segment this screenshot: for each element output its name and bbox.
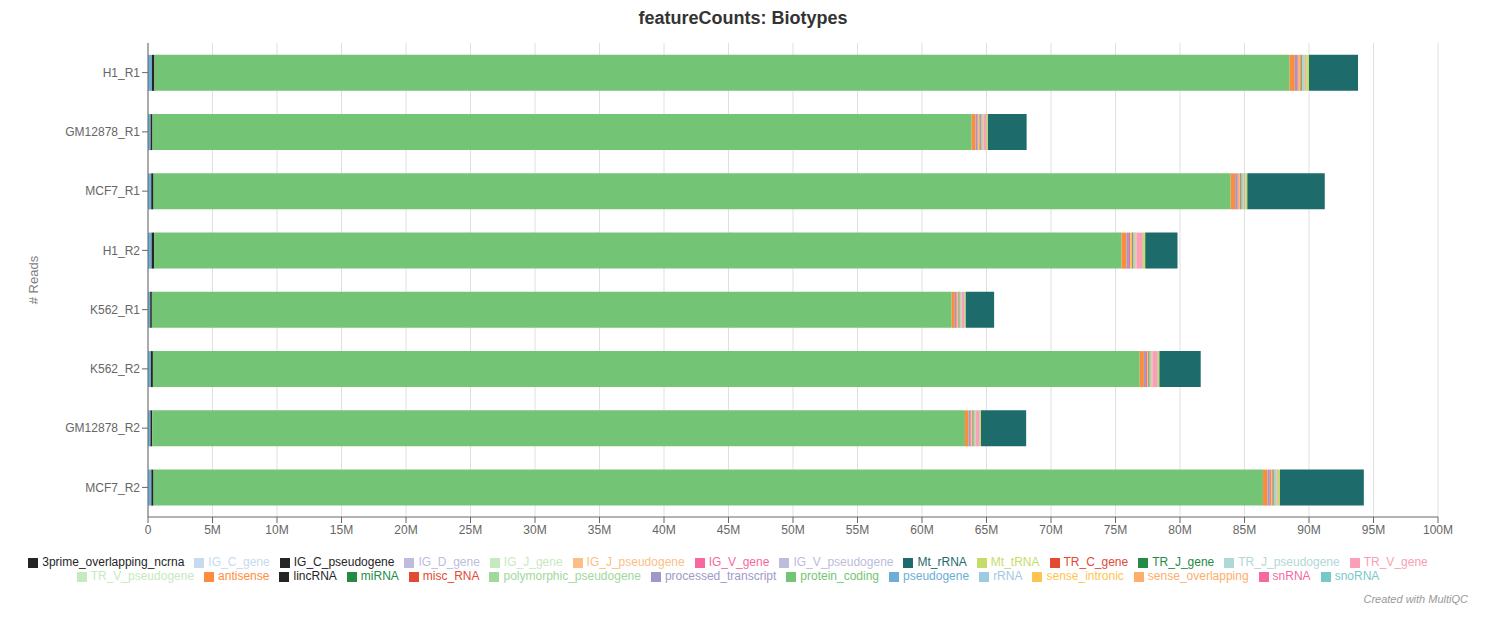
svg-text:25M: 25M	[459, 523, 482, 537]
svg-text:0: 0	[145, 523, 152, 537]
html-text:snRNA: snRNA	[1272, 569, 1311, 583]
html-text:TR_V_pseudogene: TR_V_pseudogene	[90, 569, 195, 583]
html-text:misc_RNA: misc_RNA	[422, 569, 480, 583]
html-text:sense_intronic: sense_intronic	[1046, 569, 1124, 583]
html-text:3prime_overlapping_ncrna: 3prime_overlapping_ncrna	[42, 555, 185, 569]
svg-text:50M: 50M	[781, 523, 804, 537]
html-text:IG_V_gene: IG_V_gene	[708, 555, 770, 569]
svg-text:65M: 65M	[975, 523, 998, 537]
svg-text:MCF7_R2: MCF7_R2	[85, 481, 140, 495]
svg-text:85M: 85M	[1233, 523, 1256, 537]
svg-text:75M: 75M	[1104, 523, 1127, 537]
svg-text:H1_R2: H1_R2	[103, 244, 141, 258]
svg-text:MCF7_R1: MCF7_R1	[85, 184, 140, 198]
html-text:pseudogene: pseudogene	[903, 569, 970, 583]
html-text:miRNA: miRNA	[360, 569, 399, 583]
svg-text:K562_R2: K562_R2	[90, 362, 140, 376]
svg-text:20M: 20M	[394, 523, 417, 537]
svg-text:80M: 80M	[1168, 523, 1191, 537]
html-text:protein_coding: protein_coding	[800, 569, 879, 583]
html-text:snoRNA: snoRNA	[1334, 569, 1380, 583]
svg-text:35M: 35M	[588, 523, 611, 537]
html-text:TR_J_gene: TR_J_gene	[1152, 555, 1215, 569]
html-text:Mt_rRNA: Mt_rRNA	[917, 555, 967, 569]
svg-text:100M: 100M	[1423, 523, 1453, 537]
html-text:processed_transcript: processed_transcript	[664, 569, 777, 583]
svg-text:30M: 30M	[523, 523, 546, 537]
svg-text:40M: 40M	[652, 523, 675, 537]
svg-text:95M: 95M	[1362, 523, 1385, 537]
html-text:IG_C_pseudogene: IG_C_pseudogene	[293, 555, 395, 569]
svg-text:70M: 70M	[1039, 523, 1062, 537]
html-text:TR_J_pseudogene: TR_J_pseudogene	[1238, 555, 1340, 569]
html-text:Mt_tRNA: Mt_tRNA	[990, 555, 1040, 569]
html-text:TR_C_gene: TR_C_gene	[1063, 555, 1129, 569]
html-text:lincRNA: lincRNA	[293, 569, 337, 583]
html-text:rRNA: rRNA	[993, 569, 1023, 583]
html-text:IG_C_gene: IG_C_gene	[208, 555, 270, 569]
html-text:antisense: antisense	[218, 569, 270, 583]
svg-text:15M: 15M	[330, 523, 353, 537]
html-text:IG_D_gene: IG_D_gene	[418, 555, 480, 569]
svg-text:5M: 5M	[204, 523, 221, 537]
html-text:sense_overlapping: sense_overlapping	[1147, 569, 1249, 583]
svg-text:90M: 90M	[1297, 523, 1320, 537]
html-text:TR_V_gene: TR_V_gene	[1363, 555, 1428, 569]
html-text:IG_J_gene: IG_J_gene	[503, 555, 563, 569]
svg-text:# Reads: # Reads	[26, 255, 41, 304]
svg-text:K562_R1: K562_R1	[90, 303, 140, 317]
html-text:IG_J_pseudogene: IG_J_pseudogene	[586, 555, 685, 569]
svg-text:55M: 55M	[846, 523, 869, 537]
svg-text:45M: 45M	[717, 523, 740, 537]
html-text:featureCounts: Biotypes: featureCounts: Biotypes	[638, 8, 848, 28]
svg-text:H1_R1: H1_R1	[103, 66, 141, 80]
svg-text:GM12878_R1: GM12878_R1	[65, 125, 140, 139]
svg-text:10M: 10M	[265, 523, 288, 537]
svg-text:60M: 60M	[910, 523, 933, 537]
svg-text:GM12878_R2: GM12878_R2	[65, 421, 140, 435]
html-text:IG_V_pseudogene: IG_V_pseudogene	[793, 555, 894, 569]
html-text:Created with MultiQC: Created with MultiQC	[1363, 593, 1468, 605]
html-text:polymorphic_pseudogene: polymorphic_pseudogene	[503, 569, 641, 583]
